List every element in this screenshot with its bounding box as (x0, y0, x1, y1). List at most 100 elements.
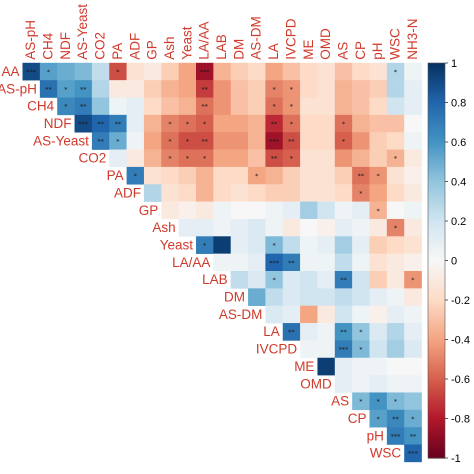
colorbar-segment (428, 106, 445, 110)
heatmap-cell (161, 80, 179, 98)
row-label: pH (367, 428, 384, 443)
colorbar-tick-label: 0.6 (451, 137, 466, 149)
heatmap-cell (386, 149, 405, 168)
significance-star: ** (288, 259, 295, 267)
colorbar-segment (428, 226, 445, 230)
colorbar-segment (428, 313, 445, 317)
colorbar-segment (428, 232, 445, 236)
significance-star: * (342, 137, 346, 145)
heatmap-cell (300, 305, 318, 324)
heatmap-cell (369, 184, 388, 202)
row-label: LA (263, 324, 280, 339)
heatmap-cell (386, 236, 405, 254)
heatmap-cell (300, 271, 318, 289)
significance-star: * (377, 207, 381, 215)
colorbar-segment (428, 450, 445, 453)
heatmap-cell (143, 114, 162, 133)
colorbar-segment (428, 296, 445, 299)
heatmap-cell (230, 80, 249, 98)
colorbar-segment (428, 363, 445, 366)
heatmap-cell (317, 149, 336, 168)
colorbar-segment (428, 426, 445, 429)
colorbar-segment (428, 110, 445, 113)
heatmap-cell (126, 132, 145, 150)
heatmap-cell (213, 62, 231, 81)
heatmap-cell (143, 80, 162, 98)
row-label: CP (348, 411, 367, 426)
heatmap-cell (265, 97, 284, 116)
colorbar-segment (428, 404, 445, 408)
heatmap-cell (369, 357, 388, 376)
colorbar-segment (428, 436, 445, 439)
heatmap-cell (74, 80, 93, 98)
heatmap-cell (300, 201, 318, 220)
colorbar-segment (428, 266, 445, 270)
column-label: IVCPD (283, 18, 298, 60)
colorbar-segment (428, 375, 445, 378)
colorbar-segment (428, 236, 445, 240)
heatmap-cell (213, 253, 231, 272)
heatmap-cell (57, 97, 75, 116)
colorbar-segment (428, 217, 445, 220)
column-label: CH4 (41, 32, 56, 59)
colorbar-segment (428, 379, 445, 382)
colorbar-segment (428, 335, 445, 339)
heatmap-cell (386, 375, 405, 393)
heatmap-cell (126, 149, 145, 168)
heatmap-cell (404, 409, 422, 428)
heatmap-cell (126, 80, 145, 98)
column-label: Ash (162, 37, 177, 60)
colorbar-segment (428, 377, 445, 380)
heatmap-cell (317, 166, 336, 185)
colorbar-segment (428, 294, 445, 297)
significance-star: * (116, 68, 120, 76)
colorbar-segment (428, 179, 445, 183)
colorbar-segment (428, 331, 445, 335)
colorbar-segment (428, 205, 445, 208)
heatmap-cell (317, 114, 336, 133)
heatmap-cell (265, 62, 284, 81)
significance-star: * (394, 224, 398, 232)
heatmap-cell (91, 97, 110, 116)
colorbar-segment (428, 301, 445, 305)
colorbar-segment (428, 149, 445, 153)
heatmap-cells (22, 62, 422, 463)
heatmap-cell (300, 97, 318, 116)
significance-star: ** (115, 120, 122, 128)
colorbar-segment (428, 66, 445, 70)
significance-star: * (272, 103, 276, 111)
heatmap-cell (334, 236, 353, 254)
colorbar-segment (428, 382, 445, 386)
colorbar-segment (428, 151, 445, 155)
column-label: AS-DM (249, 16, 264, 60)
heatmap-cell (282, 288, 301, 306)
colorbar-segment (428, 252, 445, 256)
colorbar-segment (428, 274, 445, 277)
heatmap-cell (352, 80, 370, 98)
heatmap-cell (386, 97, 405, 116)
significance-star: *** (200, 68, 211, 76)
colorbar-segment (428, 353, 445, 356)
colorbar-tick-label: -1 (451, 453, 461, 465)
heatmap-cell (196, 97, 214, 116)
colorbar-segment (428, 177, 445, 181)
heatmap-cell (230, 201, 249, 220)
row-label: OMD (300, 376, 332, 391)
heatmap-cell (248, 201, 266, 220)
heatmap-cell (352, 323, 370, 341)
colorbar-segment (428, 278, 445, 281)
heatmap-cell (300, 288, 318, 306)
colorbar-segment (428, 165, 445, 169)
colorbar-segment (428, 386, 445, 390)
heatmap-cell (282, 323, 301, 341)
heatmap-cell (317, 97, 336, 116)
heatmap-cell (317, 218, 336, 237)
colorbar-segment (428, 323, 445, 327)
colorbar-segment (428, 80, 445, 84)
heatmap-cell (404, 444, 422, 463)
heatmap-cell (57, 62, 75, 81)
row-label: DM (224, 290, 245, 305)
colorbar-segment (428, 369, 445, 372)
heatmap-cell (334, 271, 353, 289)
heatmap-cell (248, 236, 266, 254)
